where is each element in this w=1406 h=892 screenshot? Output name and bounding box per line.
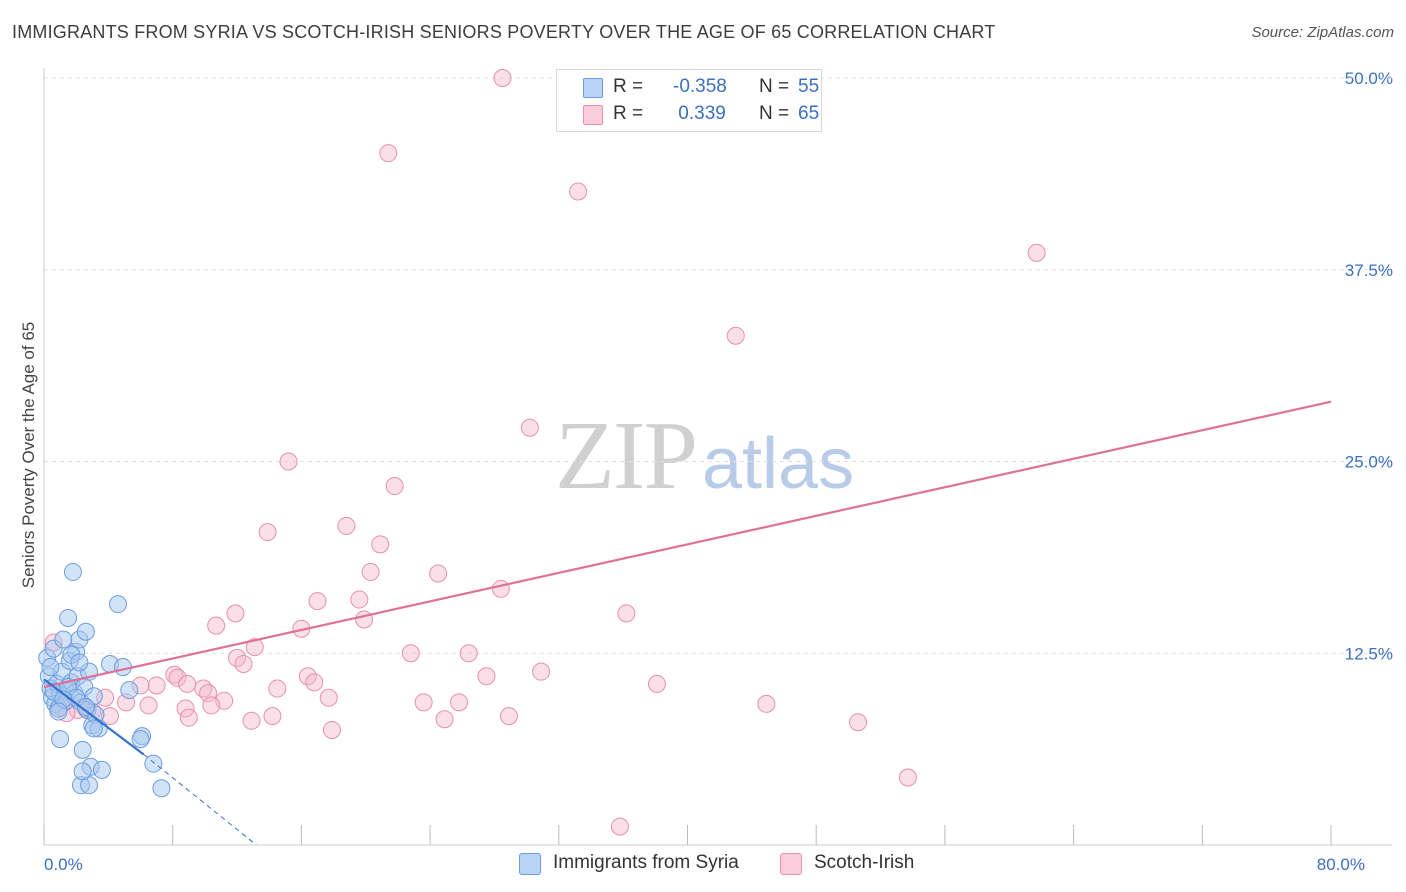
syria-point: [63, 562, 82, 581]
syria-point: [92, 760, 111, 779]
source-label: Source: ZipAtlas.com: [1251, 24, 1394, 41]
legend-n-label: N =: [759, 103, 790, 124]
scotch-irish-point: [1027, 243, 1046, 262]
scotch-irish-point: [617, 604, 636, 623]
scotch-irish-point: [179, 708, 198, 727]
syria-point: [51, 730, 70, 749]
scotch-irish-point: [168, 668, 187, 687]
scotch-irish-point: [308, 592, 327, 611]
syria-point: [76, 622, 95, 641]
bottom-legend-label-scotch: Scotch-Irish: [814, 852, 915, 873]
syria-point: [54, 630, 73, 649]
scotch-irish-point: [226, 604, 245, 623]
syria-point: [120, 681, 139, 700]
syria-point: [73, 762, 92, 781]
syria-point: [49, 702, 68, 721]
scotch-irish-point: [305, 673, 324, 692]
scotch-irish-point: [355, 610, 374, 629]
scotch-irish-point: [435, 710, 454, 729]
scotch-irish-point: [139, 696, 158, 715]
legend-n-value: 65: [798, 103, 820, 124]
legend-r-value: -0.358: [673, 76, 727, 97]
syria-point: [76, 697, 95, 716]
syria-point: [109, 595, 128, 614]
scotch-irish-point: [361, 562, 380, 581]
syria-point: [84, 719, 103, 738]
scotch-irish-point: [569, 182, 588, 201]
syria-point: [70, 653, 89, 672]
legend-r-label: R =: [613, 103, 644, 124]
legend-r-label: R =: [613, 76, 644, 97]
scotch-irish-point: [414, 693, 433, 712]
stats-legend: R = -0.358 N = 55 R = 0.339 N = 65: [556, 69, 822, 132]
scotch-irish-trendline: [43, 400, 1332, 689]
scotch-irish-point: [147, 676, 166, 695]
scotch-irish-point: [322, 720, 341, 739]
syria-point: [59, 608, 78, 627]
scotch-irish-point: [178, 674, 197, 693]
legend-r-value: 0.339: [673, 103, 726, 124]
legend-n-value: 55: [798, 76, 820, 97]
scotch-irish-point: [450, 693, 469, 712]
scotch-irish-point: [263, 707, 282, 726]
legend-n-label: N =: [759, 76, 790, 97]
syria-point: [113, 658, 132, 677]
legend-swatch-scotch: [583, 105, 603, 125]
syria-point: [144, 754, 163, 773]
legend-swatch-syria: [583, 78, 603, 98]
scotch-irish-point: [319, 688, 338, 707]
bottom-legend-swatch-syria: [519, 853, 541, 875]
chart-title: IMMIGRANTS FROM SYRIA VS SCOTCH-IRISH SE…: [12, 22, 996, 42]
bottom-legend-label-syria: Immigrants from Syria: [553, 852, 739, 873]
syria-point: [152, 779, 171, 798]
scotch-irish-point: [493, 69, 512, 87]
scotch-irish-point: [499, 707, 518, 726]
scotch-irish-point: [849, 713, 868, 732]
scotch-irish-point: [165, 665, 184, 684]
x-tick-label: 0.0%: [44, 855, 83, 874]
scotch-irish-point: [532, 662, 551, 681]
scotch-irish-point: [459, 644, 478, 663]
watermark-zip: ZIP: [555, 402, 698, 510]
watermark: ZIPatlas: [555, 400, 854, 512]
scotch-irish-point: [477, 667, 496, 686]
scotch-irish-point: [757, 694, 776, 713]
syria-point: [73, 740, 92, 759]
y-tick-label: 25.0%: [1345, 453, 1393, 472]
syria-trendline: [43, 678, 145, 756]
scotch-irish-point: [610, 817, 629, 836]
syria-trendline-extension: [143, 754, 257, 846]
scotch-irish-point: [258, 523, 277, 542]
bottom-legend-swatch-scotch: [780, 853, 802, 875]
scotch-irish-point: [371, 535, 390, 554]
scotch-irish-point: [279, 452, 298, 471]
scotch-irish-point: [245, 638, 264, 657]
scotch-irish-point: [401, 644, 420, 663]
x-tick-label: 80.0%: [1317, 855, 1365, 874]
syria-point: [131, 730, 150, 749]
scotch-irish-point: [379, 144, 398, 163]
scotch-irish-point: [207, 616, 226, 635]
scotch-irish-point: [268, 679, 287, 698]
scotch-irish-point: [337, 516, 356, 535]
scotch-irish-point: [647, 674, 666, 693]
scotch-irish-point: [202, 696, 221, 715]
scotch-irish-point: [520, 418, 539, 437]
y-tick-label: 50.0%: [1345, 69, 1393, 88]
scotch-irish-point: [726, 326, 745, 345]
scotch-irish-point: [350, 590, 369, 609]
y-tick-label: 37.5%: [1345, 261, 1393, 280]
scotch-irish-point: [234, 654, 253, 673]
scotch-irish-point: [242, 711, 261, 730]
scotch-irish-point: [491, 579, 510, 598]
scotch-irish-point: [385, 477, 404, 496]
scotch-irish-point: [429, 564, 448, 583]
scotch-irish-point: [898, 768, 917, 787]
syria-point: [41, 658, 60, 677]
watermark-atlas: atlas: [702, 424, 855, 504]
y-tick-label: 12.5%: [1345, 644, 1393, 663]
